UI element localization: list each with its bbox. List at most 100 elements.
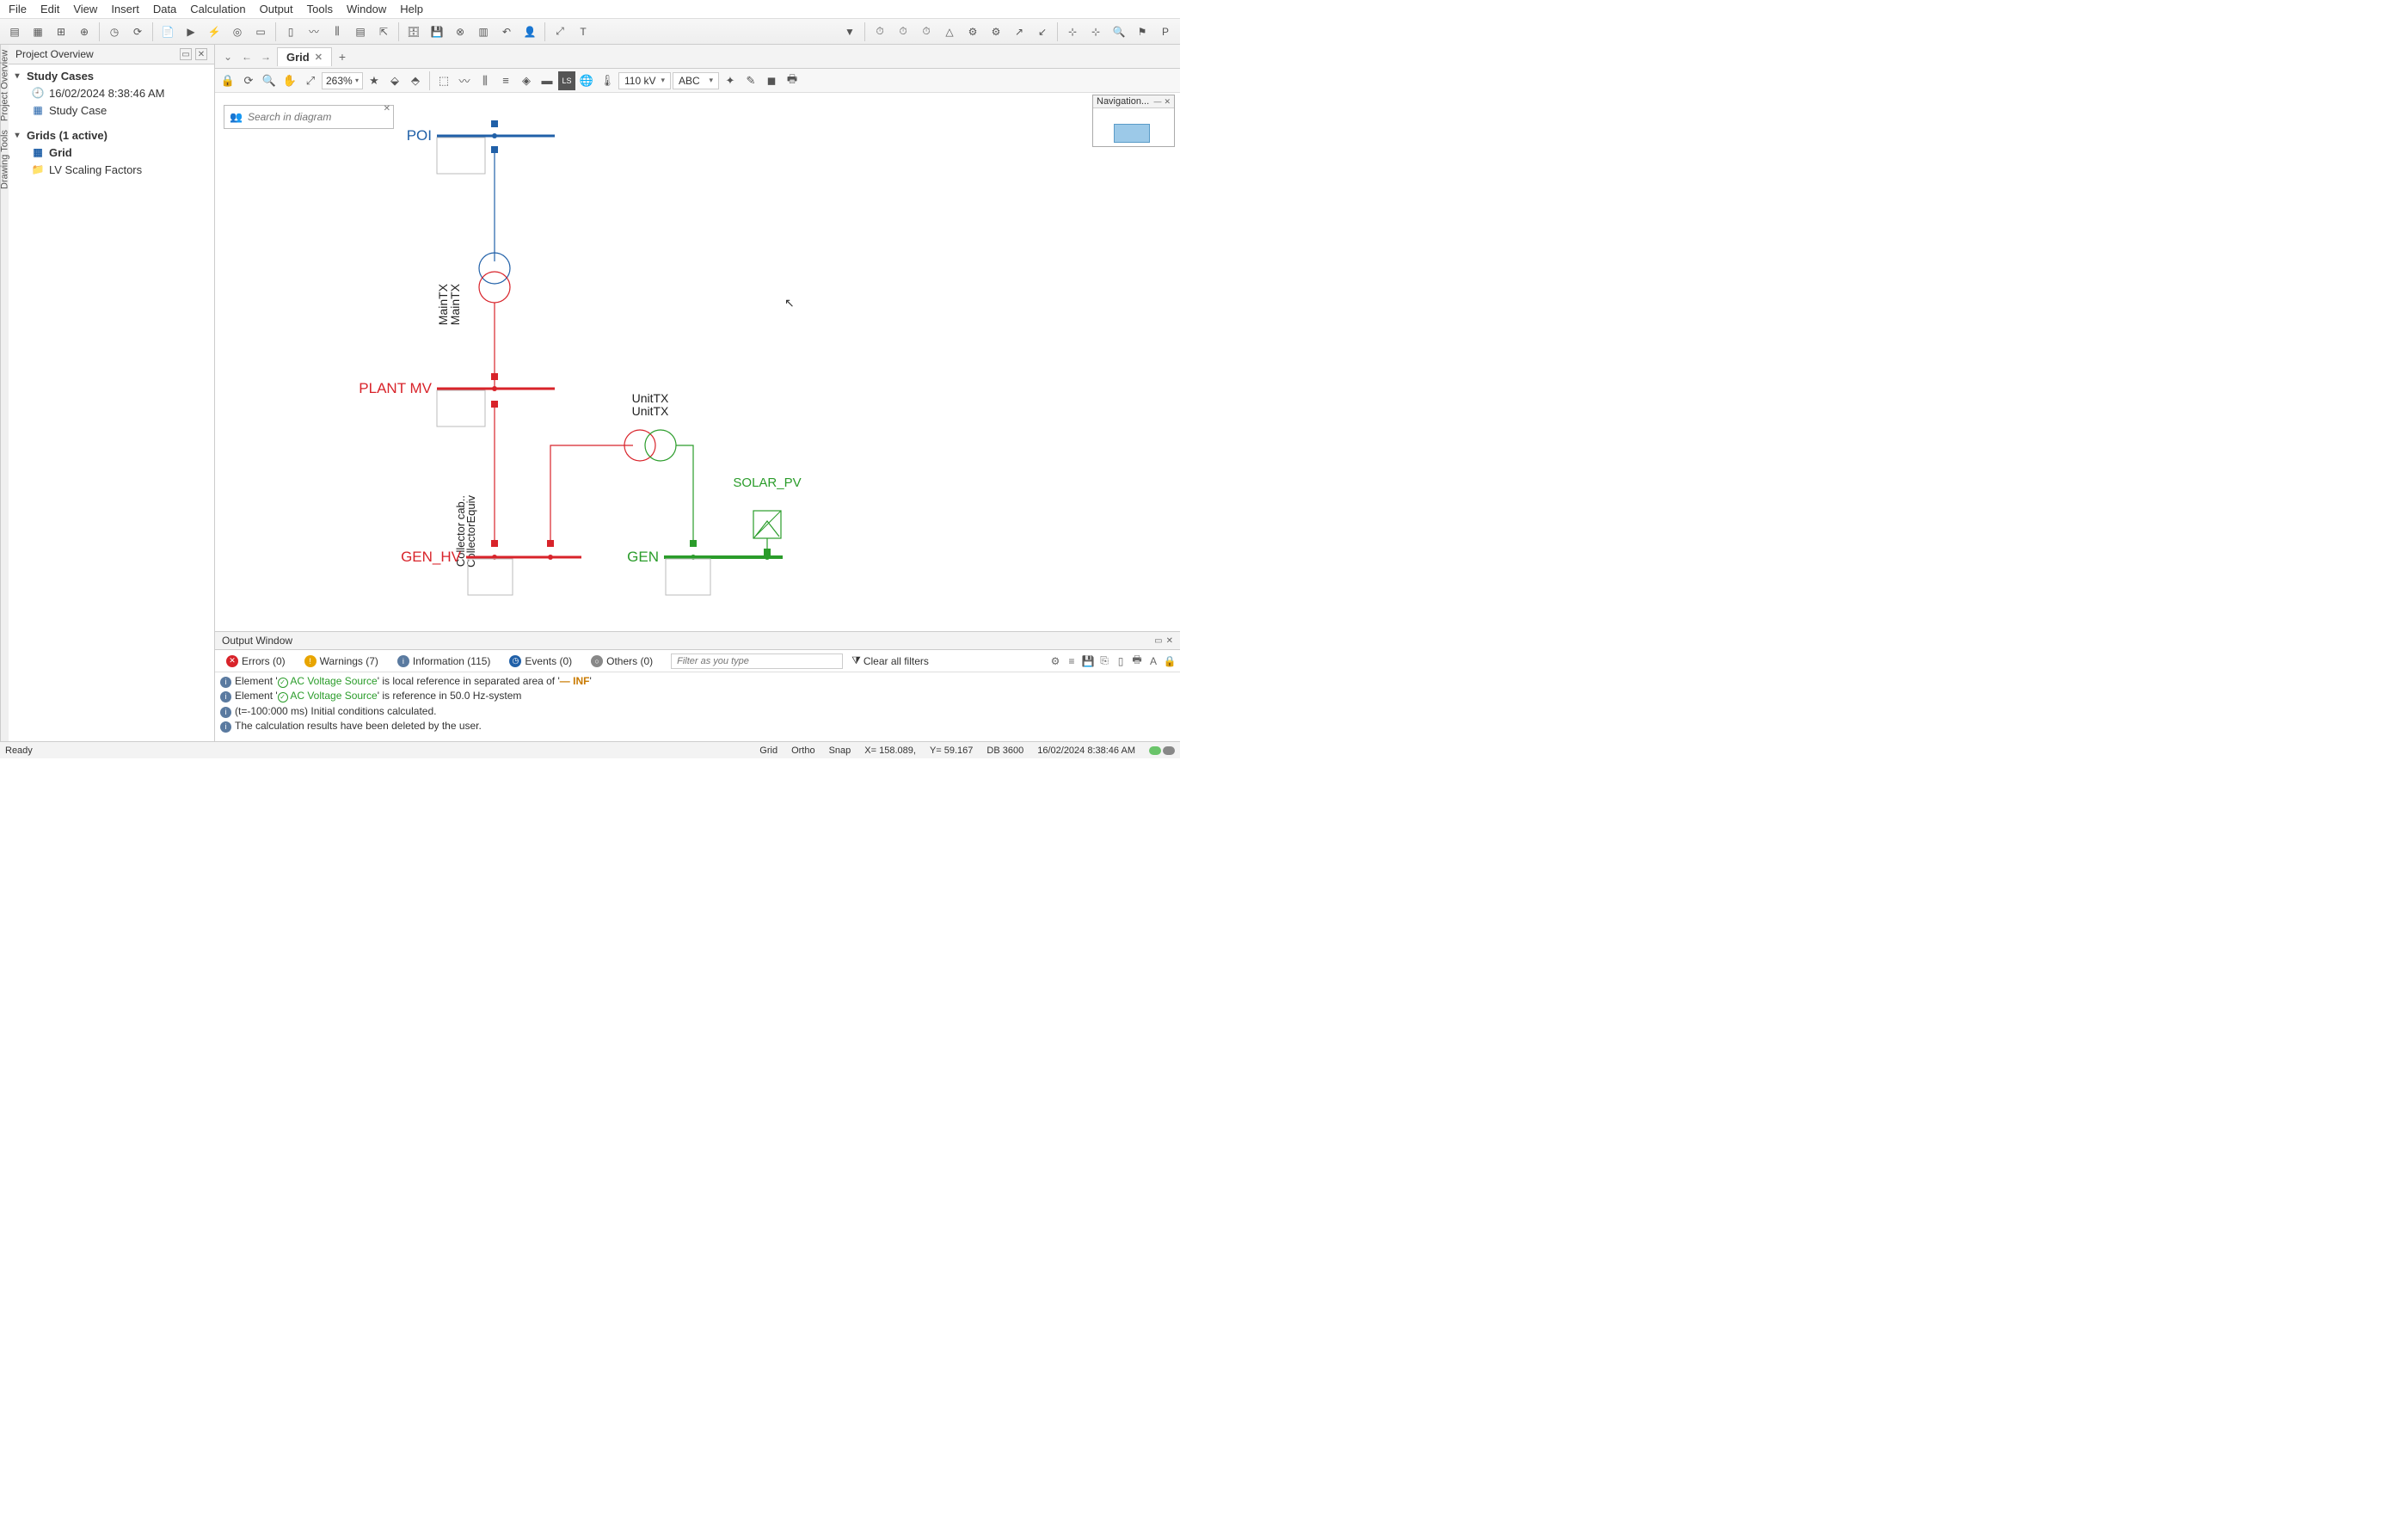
menu-insert[interactable]: Insert <box>104 1 146 17</box>
menu-help[interactable]: Help <box>393 1 430 17</box>
tree-grid[interactable]: ▦ Grid <box>9 144 214 161</box>
tool-gear2-icon[interactable]: ⚙ <box>985 21 1007 43</box>
tree-study-cases[interactable]: ▾ Study Cases <box>9 68 214 84</box>
tool-plus2-icon[interactable]: ⊹ <box>1085 21 1107 43</box>
panel-close-icon[interactable]: ✕ <box>195 48 207 60</box>
star-icon[interactable]: ★ <box>365 71 384 90</box>
clear-filters[interactable]: ⧩Clear all filters <box>846 654 934 667</box>
tool-calc-icon[interactable]: ▥ <box>472 21 495 43</box>
nav-close-icon[interactable]: ✕ <box>1164 97 1171 107</box>
out-print-icon[interactable]: 🖶 <box>1130 654 1144 668</box>
status-ortho[interactable]: Ortho <box>791 745 815 756</box>
phase-dropdown[interactable]: ABC <box>673 72 719 89</box>
pan-icon[interactable]: ✋ <box>280 71 299 90</box>
tool-curve-icon[interactable]: 〰 <box>303 21 325 43</box>
tree-grids[interactable]: ▾ Grids (1 active) <box>9 127 214 144</box>
globe-icon[interactable]: 🌐 <box>577 71 596 90</box>
add-tab-icon[interactable]: + <box>334 50 351 64</box>
refresh-icon[interactable]: ⟳ <box>239 71 258 90</box>
output-close-icon[interactable]: ✕ <box>1166 636 1173 646</box>
lock-icon[interactable]: 🔒 <box>218 71 237 90</box>
tab-errors[interactable]: ✕Errors (0) <box>218 653 293 670</box>
tool-delete-icon[interactable]: ⊗ <box>449 21 471 43</box>
select-icon[interactable]: ⬚ <box>434 71 453 90</box>
out-lock-icon[interactable]: 🔒 <box>1163 654 1177 668</box>
tab-back-icon[interactable]: ← <box>237 47 256 66</box>
output-body[interactable]: iElement '✓ AC Voltage Source' is local … <box>215 672 1180 741</box>
menu-file[interactable]: File <box>2 1 34 17</box>
box-icon[interactable]: ◼ <box>762 71 781 90</box>
tool-triangle-icon[interactable]: △ <box>938 21 961 43</box>
tool-plus1-icon[interactable]: ⊹ <box>1061 21 1084 43</box>
tool-param-icon[interactable]: P <box>1154 21 1177 43</box>
sidebar-tab-drawing[interactable]: Drawing Tools <box>0 130 10 189</box>
tool-db-icon[interactable]: 🗄 <box>403 21 425 43</box>
tool-flag-icon[interactable]: ⚑ <box>1131 21 1153 43</box>
menu-output[interactable]: Output <box>253 1 300 17</box>
tool-save-icon[interactable]: 💾 <box>426 21 448 43</box>
tab-close-icon[interactable]: ✕ <box>315 52 323 63</box>
sidebar-tab-project[interactable]: Project Overview <box>0 50 10 121</box>
tool-page-icon[interactable]: ▭ <box>249 21 272 43</box>
zoom-level[interactable]: 263%▾ <box>322 72 363 89</box>
tab-others[interactable]: ○Others (0) <box>583 653 661 670</box>
align-icon[interactable]: ≡ <box>496 71 515 90</box>
sliders-icon[interactable]: ⫼ <box>476 71 495 90</box>
tab-forward-icon[interactable]: → <box>256 47 275 66</box>
rect-icon[interactable]: ▬ <box>538 71 556 90</box>
tab-events[interactable]: ◷Events (0) <box>501 653 580 670</box>
tool-user-icon[interactable]: 👤 <box>519 21 541 43</box>
menu-calculation[interactable]: Calculation <box>183 1 252 17</box>
out-font-icon[interactable]: A <box>1146 654 1160 668</box>
menu-view[interactable]: View <box>66 1 104 17</box>
thermo-icon[interactable]: 🌡 <box>598 71 617 90</box>
voltage-dropdown[interactable]: 110 kV <box>618 72 671 89</box>
output-pin-icon[interactable]: ▭ <box>1154 636 1162 646</box>
out-save-icon[interactable]: 💾 <box>1081 654 1095 668</box>
tool-chart-icon[interactable]: ▯ <box>280 21 302 43</box>
status-snap[interactable]: Snap <box>829 745 851 756</box>
tool-timer3-icon[interactable]: ⏱ <box>915 21 937 43</box>
tool-clock-icon[interactable]: ◷ <box>103 21 126 43</box>
layers-icon[interactable]: ◈ <box>517 71 536 90</box>
tool-out-icon[interactable]: ↗ <box>1008 21 1030 43</box>
tool-run-icon[interactable]: ▶ <box>180 21 202 43</box>
tool-timer2-icon[interactable]: ⏱ <box>892 21 914 43</box>
tool-search-icon[interactable]: 🔍 <box>1108 21 1130 43</box>
out-gear-icon[interactable]: ⚙ <box>1048 654 1062 668</box>
zoom-icon[interactable]: 🔍 <box>260 71 279 90</box>
marker1-icon[interactable]: ⬙ <box>385 71 404 90</box>
tool-lightning-icon[interactable]: ⚡ <box>203 21 225 43</box>
output-filter[interactable] <box>671 653 843 669</box>
pencil-icon[interactable]: ✎ <box>741 71 760 90</box>
tool-dropdown-icon[interactable]: ▼ <box>839 21 861 43</box>
ls-icon[interactable]: LS <box>558 71 575 90</box>
tab-grid[interactable]: Grid ✕ <box>277 47 332 66</box>
marker2-icon[interactable]: ⬘ <box>406 71 425 90</box>
tool-new-icon[interactable]: ▤ <box>3 21 26 43</box>
tree-lv-scaling[interactable]: 📁 LV Scaling Factors <box>9 161 214 178</box>
tool-undo-icon[interactable]: ↶ <box>495 21 518 43</box>
menu-window[interactable]: Window <box>340 1 393 17</box>
tool-bars-icon[interactable]: ⫼ <box>326 21 348 43</box>
fit-icon[interactable]: ⤢ <box>301 71 320 90</box>
tool-report-icon[interactable]: ▤ <box>349 21 372 43</box>
out-copy-icon[interactable]: ⎘ <box>1097 654 1111 668</box>
menu-tools[interactable]: Tools <box>300 1 340 17</box>
tool-add-icon[interactable]: ⊕ <box>73 21 95 43</box>
tool-target-icon[interactable]: ◎ <box>226 21 249 43</box>
wave-icon[interactable]: 〰 <box>455 71 474 90</box>
tree-study-case-2[interactable]: ▦ Study Case <box>9 101 214 119</box>
tool-refresh-icon[interactable]: ⟳ <box>126 21 149 43</box>
tool-doc-check-icon[interactable]: 📄 <box>157 21 179 43</box>
tab-warnings[interactable]: !Warnings (7) <box>297 653 386 670</box>
tool-timer1-icon[interactable]: ⏱ <box>869 21 891 43</box>
panel-pin-icon[interactable]: ▭ <box>180 48 192 60</box>
tool-in-icon[interactable]: ↙ <box>1031 21 1054 43</box>
tool-gear1-icon[interactable]: ⚙ <box>962 21 984 43</box>
tree-study-case-1[interactable]: 🕘 16/02/2024 8:38:46 AM <box>9 84 214 101</box>
tool-expand-icon[interactable]: ⤢ <box>549 21 571 43</box>
tool-grid-icon[interactable]: ▦ <box>27 21 49 43</box>
menu-edit[interactable]: Edit <box>34 1 66 17</box>
out-list-icon[interactable]: ≡ <box>1065 654 1079 668</box>
